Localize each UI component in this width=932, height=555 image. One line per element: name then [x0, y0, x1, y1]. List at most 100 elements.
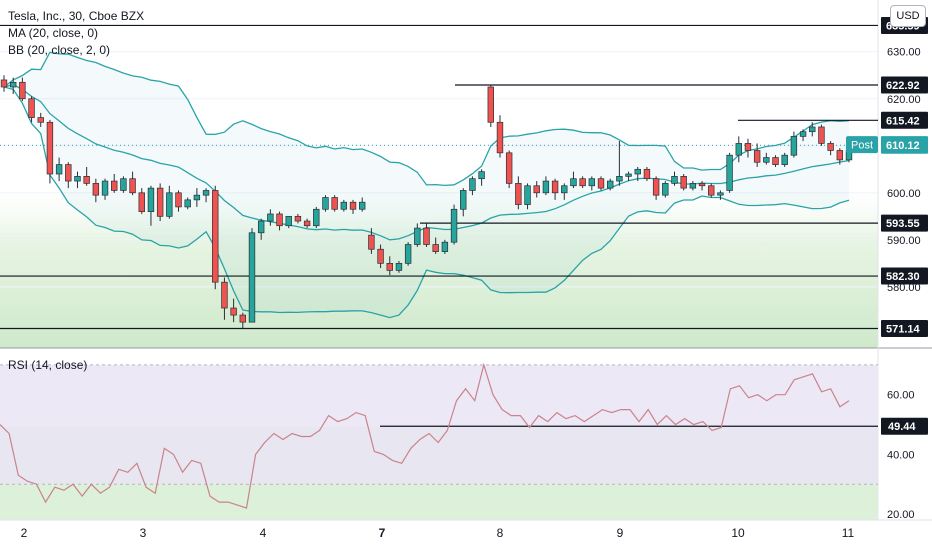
candle[interactable]	[680, 174, 687, 191]
candle[interactable]	[101, 178, 109, 200]
candle[interactable]	[138, 188, 145, 214]
candle[interactable]	[432, 237, 439, 254]
candle[interactable]	[414, 223, 421, 247]
candle[interactable]	[515, 176, 522, 210]
rsi-indicator-label[interactable]: RSI (14, close)	[8, 358, 88, 372]
candle[interactable]	[221, 277, 228, 320]
time-axis[interactable]: 2 3 4 7 8 9 10 11	[21, 526, 855, 540]
price-label-box[interactable]	[881, 214, 928, 232]
candle[interactable]	[313, 206, 320, 229]
candle[interactable]	[763, 152, 770, 165]
candle[interactable]	[625, 171, 632, 182]
candle[interactable]	[202, 188, 210, 203]
candle[interactable]	[579, 176, 586, 189]
candle[interactable]	[147, 185, 155, 226]
symbol-title[interactable]: Tesla, Inc., 30, Cboe BZX	[8, 9, 145, 23]
candle[interactable]	[799, 129, 807, 142]
ma-indicator-label[interactable]: MA (20, close, 0)	[8, 26, 99, 40]
candle[interactable]	[689, 181, 697, 191]
candle[interactable]	[551, 178, 559, 200]
candle[interactable]	[19, 77, 26, 102]
candle[interactable]	[377, 244, 384, 269]
post-badge[interactable]	[846, 136, 878, 154]
candle[interactable]	[92, 178, 100, 203]
candle[interactable]	[129, 171, 136, 196]
bb-indicator-label[interactable]: BB (20, close, 2, 0)	[8, 43, 111, 57]
candle[interactable]	[561, 183, 568, 200]
candlestick-series[interactable]	[0, 75, 853, 330]
candle[interactable]	[450, 204, 458, 245]
price-label-box[interactable]	[881, 136, 928, 154]
candle[interactable]	[717, 190, 724, 200]
candle[interactable]	[735, 136, 742, 163]
candle[interactable]	[588, 176, 596, 191]
candle[interactable]	[111, 174, 118, 193]
candle[interactable]	[230, 298, 237, 323]
candle[interactable]	[340, 199, 348, 212]
candle[interactable]	[469, 176, 476, 196]
candle[interactable]	[0, 75, 8, 92]
rsi-label-box[interactable]	[881, 417, 928, 435]
candle[interactable]	[37, 112, 44, 127]
horizontal-levels[interactable]	[0, 24, 878, 330]
candle[interactable]	[836, 148, 844, 165]
candle[interactable]	[496, 115, 504, 158]
candle[interactable]	[267, 209, 274, 226]
candle[interactable]	[349, 199, 357, 214]
candle[interactable]	[662, 181, 669, 198]
candle[interactable]	[285, 215, 292, 229]
candle[interactable]	[827, 141, 834, 156]
candle[interactable]	[65, 162, 72, 189]
candle[interactable]	[478, 169, 485, 186]
candle[interactable]	[184, 197, 191, 210]
candle[interactable]	[781, 152, 788, 167]
candle[interactable]	[643, 166, 651, 182]
candle[interactable]	[726, 152, 733, 193]
candle[interactable]	[606, 178, 614, 191]
candle[interactable]	[460, 188, 467, 217]
candle[interactable]	[616, 141, 623, 186]
price-label-box[interactable]	[881, 267, 928, 285]
candle[interactable]	[156, 183, 164, 222]
candle[interactable]	[303, 218, 311, 229]
candle[interactable]	[276, 211, 283, 231]
candle[interactable]	[83, 166, 90, 186]
candle[interactable]	[386, 256, 393, 276]
candle[interactable]	[55, 157, 63, 182]
candle[interactable]	[671, 171, 678, 186]
candle[interactable]	[257, 218, 265, 240]
candle[interactable]	[570, 171, 577, 189]
candle[interactable]	[698, 181, 706, 191]
candle[interactable]	[487, 85, 494, 127]
candle[interactable]	[505, 150, 513, 189]
candle[interactable]	[809, 122, 816, 137]
candle[interactable]	[28, 96, 35, 123]
candle[interactable]	[248, 228, 256, 323]
candle[interactable]	[9, 77, 17, 95]
candle[interactable]	[120, 176, 127, 193]
candle[interactable]	[359, 197, 366, 212]
price-label-box[interactable]	[881, 76, 928, 94]
candle[interactable]	[46, 119, 54, 184]
candle[interactable]	[294, 213, 302, 224]
candle[interactable]	[331, 195, 338, 212]
candle[interactable]	[708, 183, 715, 198]
candle[interactable]	[753, 143, 761, 167]
candle[interactable]	[818, 124, 825, 146]
candle[interactable]	[790, 131, 798, 158]
candle[interactable]	[74, 171, 81, 189]
candle[interactable]	[744, 138, 752, 158]
candle[interactable]	[772, 155, 779, 167]
currency-button[interactable]: USD	[890, 5, 926, 27]
candle[interactable]	[597, 176, 605, 191]
candle[interactable]	[395, 261, 403, 273]
candle[interactable]	[368, 228, 375, 254]
candle[interactable]	[322, 195, 329, 212]
candle[interactable]	[423, 223, 430, 247]
price-label-box[interactable]	[881, 111, 928, 129]
price-label-box[interactable]	[881, 320, 928, 338]
candle[interactable]	[212, 185, 219, 290]
candle[interactable]	[193, 188, 201, 207]
